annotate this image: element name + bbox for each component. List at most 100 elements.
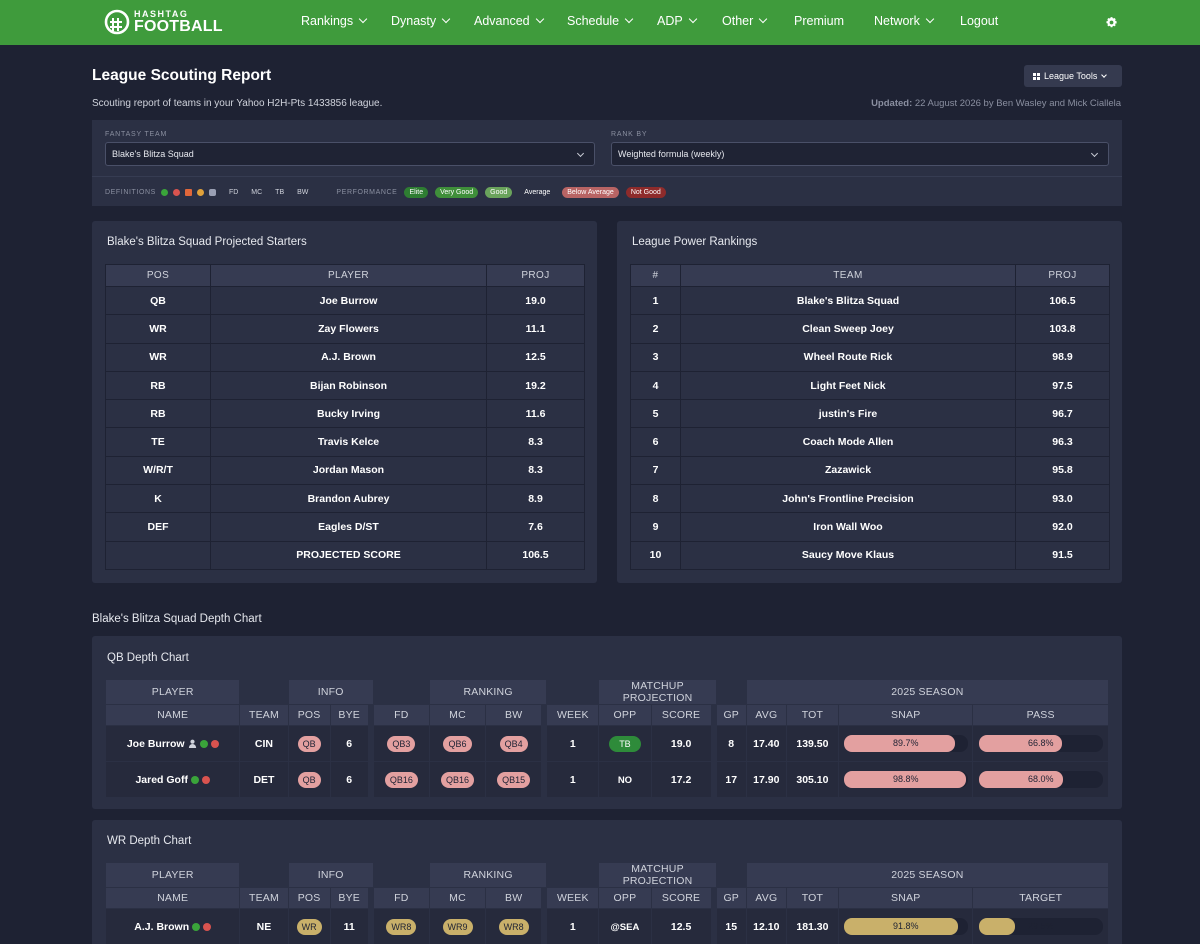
column-header[interactable]: POS <box>287 704 331 726</box>
nav-network[interactable]: Network <box>874 14 935 28</box>
column-header[interactable]: OPP <box>598 887 652 909</box>
column-header[interactable]: FD <box>372 887 430 909</box>
player-cell[interactable]: Bijan Robinson <box>210 370 487 401</box>
player-cell[interactable]: Joe Burrow <box>210 285 487 316</box>
gear-icon[interactable] <box>1105 16 1118 29</box>
team-cell[interactable]: Blake's Blitza Squad <box>680 285 1016 316</box>
league-tools-button[interactable]: League Tools <box>1024 65 1122 87</box>
pos-cell: QB <box>105 285 211 316</box>
column-header[interactable]: SCORE <box>650 704 712 726</box>
pos-cell: WR <box>287 908 331 944</box>
column-header[interactable]: SCORE <box>650 887 712 909</box>
column-header[interactable]: NAME <box>104 887 241 909</box>
team-cell[interactable]: justin's Fire <box>680 399 1016 429</box>
rank-by-select[interactable]: Weighted formula (weekly) <box>611 142 1109 166</box>
truck-icon <box>184 189 192 196</box>
pos-cell: RB <box>105 370 211 401</box>
proj-cell: 19.0 <box>486 285 585 316</box>
nav-premium[interactable]: Premium <box>794 14 844 28</box>
nav-logout-label: Logout <box>960 14 999 28</box>
filter-divider <box>92 176 1122 177</box>
team-cell[interactable]: Light Feet Nick <box>680 370 1016 401</box>
nav-dynasty[interactable]: Dynasty <box>391 14 451 28</box>
pos-cell: DEF <box>105 512 211 542</box>
player-name-cell[interactable]: A.J. Brown <box>104 908 241 944</box>
column-header[interactable]: PASS <box>972 704 1109 726</box>
gap-cell <box>541 725 547 762</box>
player-cell[interactable]: Brandon Aubrey <box>210 484 487 514</box>
avg-cell: 12.10 <box>745 908 787 944</box>
rank-cell: 1 <box>630 285 681 316</box>
player-cell[interactable]: Bucky Irving <box>210 399 487 429</box>
snap-percent-label: 89.7% <box>892 738 919 748</box>
nav-other[interactable]: Other <box>722 14 768 28</box>
column-header[interactable]: TEAM <box>239 704 289 726</box>
football-helmet-logo-icon <box>104 9 130 35</box>
column-header[interactable]: SNAP <box>838 704 974 726</box>
column-header[interactable]: BYE <box>329 704 369 726</box>
gap-cell <box>368 704 374 726</box>
column-header[interactable]: BW <box>485 704 543 726</box>
player-name-cell[interactable]: Jared Goff <box>104 761 241 798</box>
fd-rank-cell: WR8 <box>372 908 430 944</box>
team-cell[interactable]: Coach Mode Allen <box>680 427 1016 457</box>
player-cell[interactable]: Eagles D/ST <box>210 512 487 542</box>
column-header[interactable]: MC <box>428 704 487 726</box>
starters-table: POS PLAYER PROJ QB Joe Burrow 19.0 WR Zay Fl… <box>105 264 585 570</box>
gap-cell <box>239 862 289 888</box>
column-header[interactable]: MC <box>428 887 487 909</box>
player-cell[interactable]: Zay Flowers <box>210 314 487 344</box>
player-cell[interactable]: Travis Kelce <box>210 427 487 457</box>
column-header[interactable]: WEEK <box>546 887 600 909</box>
team-cell[interactable]: Clean Sweep Joey <box>680 314 1016 344</box>
team-cell[interactable]: Saucy Move Klaus <box>680 540 1016 570</box>
player-name[interactable]: Joe Burrow <box>126 737 185 750</box>
tot-cell: 181.30 <box>785 908 840 944</box>
nav-advanced[interactable]: Advanced <box>474 14 544 28</box>
column-header[interactable]: WEEK <box>546 704 600 726</box>
column-header[interactable]: SNAP <box>838 887 974 909</box>
team-cell[interactable]: Iron Wall Woo <box>680 512 1016 542</box>
nav-premium-label: Premium <box>794 14 845 28</box>
column-header[interactable]: GP <box>715 887 747 909</box>
gap-cell <box>368 725 374 762</box>
chevron-down-icon <box>358 14 368 24</box>
nav-logout[interactable]: Logout <box>960 14 998 28</box>
proj-cell: 19.2 <box>486 370 585 401</box>
player-cell[interactable]: Jordan Mason <box>210 455 487 486</box>
team-cell[interactable]: John's Frontline Precision <box>680 484 1016 514</box>
column-header[interactable]: TARGET <box>972 887 1109 909</box>
player-name-cell[interactable]: Joe Burrow <box>104 725 241 762</box>
column-header[interactable]: OPP <box>598 704 652 726</box>
player-name[interactable]: A.J. Brown <box>134 920 190 933</box>
col-team: TEAM <box>680 264 1016 287</box>
column-header[interactable]: BYE <box>329 887 369 909</box>
player-cell[interactable]: PROJECTED SCORE <box>210 540 487 570</box>
column-header[interactable]: POS <box>287 887 331 909</box>
column-header[interactable]: TOT <box>785 704 840 726</box>
fantasy-team-select[interactable]: Blake's Blitza Squad <box>105 142 595 166</box>
column-header[interactable]: BW <box>485 887 543 909</box>
player-cell[interactable]: A.J. Brown <box>210 342 487 372</box>
column-header[interactable]: GP <box>715 704 747 726</box>
column-header[interactable]: FD <box>372 704 430 726</box>
target-progress-bar: 29.5% <box>978 918 1103 935</box>
column-header[interactable]: NAME <box>104 704 241 726</box>
bw-rank-badge: QB15 <box>497 771 531 788</box>
opp-cell: TB <box>598 725 652 762</box>
column-header[interactable]: AVG <box>745 704 787 726</box>
proj-cell: 8.3 <box>486 427 585 457</box>
site-logo[interactable]: HASHTAG FOOTBALL <box>104 7 223 37</box>
pos-cell: RB <box>105 399 211 429</box>
team-cell[interactable]: Wheel Route Rick <box>680 342 1016 372</box>
nav-rankings[interactable]: Rankings <box>301 14 368 28</box>
nav-adp[interactable]: ADP <box>657 14 697 28</box>
nav-schedule[interactable]: Schedule <box>567 14 634 28</box>
player-name[interactable]: Jared Goff <box>135 773 188 786</box>
column-header[interactable]: TEAM <box>239 887 289 909</box>
proj-cell: 106.5 <box>486 540 585 570</box>
column-header[interactable]: AVG <box>745 887 787 909</box>
team-cell[interactable]: Zazawick <box>680 455 1016 486</box>
healthy-status-icon <box>190 775 199 784</box>
column-header[interactable]: TOT <box>785 887 840 909</box>
